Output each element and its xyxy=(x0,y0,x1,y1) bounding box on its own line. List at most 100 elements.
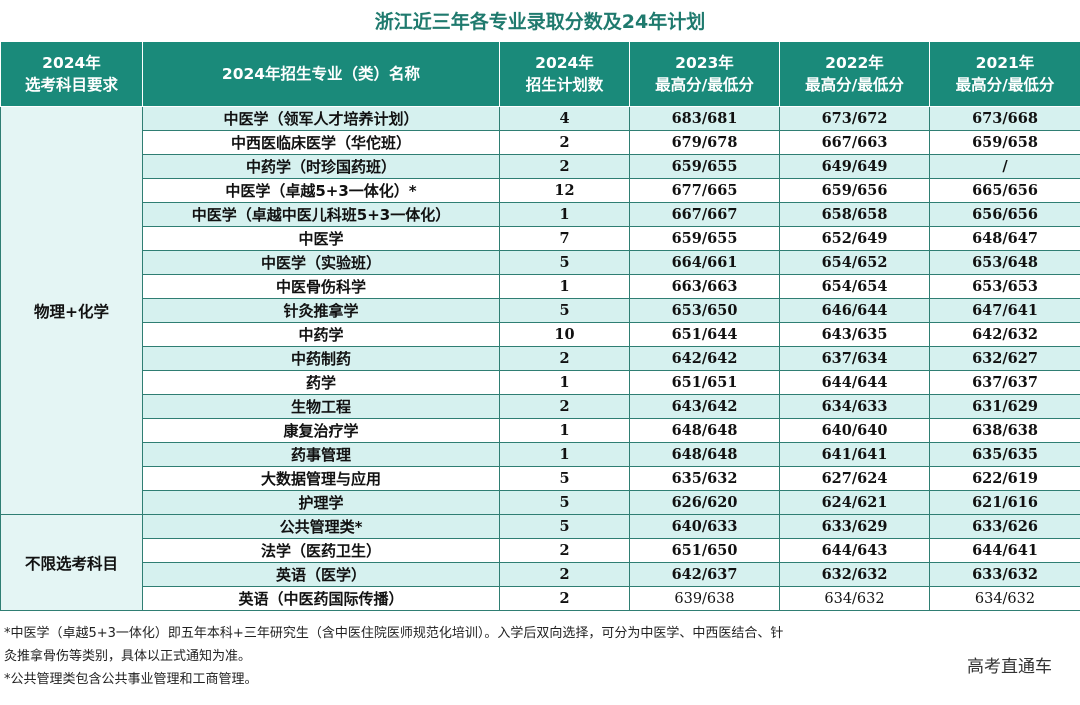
plan-count-cell: 5 xyxy=(499,298,630,323)
plan-count-cell: 2 xyxy=(499,538,630,563)
plan-count-cell: 2 xyxy=(499,394,630,419)
score-cell-2022: 643/635 xyxy=(779,322,930,347)
score-cell-2021: 656/656 xyxy=(929,202,1080,227)
plan-count-cell: 2 xyxy=(499,562,630,587)
table-row: 英语（医学） 2 642/637 632/632 633/632 xyxy=(1,562,1080,587)
plan-count-cell: 1 xyxy=(499,418,630,443)
score-cell-2021: 659/658 xyxy=(929,130,1080,155)
score-cell-2023: 639/638 xyxy=(629,586,780,611)
major-name-cell: 针灸推拿学 xyxy=(142,298,500,323)
score-cell-2023: 677/665 xyxy=(629,178,780,203)
footnote-line: *公共管理类包含公共事业管理和工商管理。 xyxy=(4,672,258,687)
score-cell-2023: 648/648 xyxy=(629,418,780,443)
score-cell-2022: 624/621 xyxy=(779,490,930,515)
watermark-text: 高考直通车 xyxy=(967,657,1052,677)
plan-count-cell: 10 xyxy=(499,322,630,347)
major-name-cell: 中医骨伤科学 xyxy=(142,274,500,299)
score-cell-2022: 652/649 xyxy=(779,226,930,251)
table-row: 英语（中医药国际传播） 2 639/638 634/632 634/632 xyxy=(1,586,1080,611)
table-row: 中药学 10 651/644 643/635 642/632 xyxy=(1,322,1080,347)
major-name-cell: 公共管理类* xyxy=(142,514,500,539)
major-name-cell: 法学（医药卫生） xyxy=(142,538,500,563)
score-cell-2022: 659/656 xyxy=(779,178,930,203)
plan-count-cell: 4 xyxy=(499,106,630,131)
plan-count-cell: 5 xyxy=(499,514,630,539)
admission-score-table: 2024年 选考科目要求 2024年招生专业（类）名称 2024年 招生计划数 … xyxy=(0,41,1080,611)
score-cell-2021: 648/647 xyxy=(929,226,1080,251)
table-row: 护理学 5 626/620 624/621 621/616 xyxy=(1,490,1080,515)
table-body: 物理+化学 中医学（领军人才培养计划） 4 683/681 673/672 673/668… xyxy=(0,106,1080,611)
score-cell-2021: 635/635 xyxy=(929,442,1080,467)
table-row: 物理+化学 中医学（领军人才培养计划） 4 683/681 673/672 673/668 xyxy=(0,106,1080,515)
score-cell-2022: 649/649 xyxy=(779,154,930,179)
header-plan-count: 2024年 招生计划数 xyxy=(499,41,630,107)
footnotes: *中医学（卓越5+3一体化）即五年本科+三年研究生（含中医住院医师规范化培训）。… xyxy=(4,622,1074,691)
score-cell-2022: 627/624 xyxy=(779,466,930,491)
major-name-cell: 中医学 xyxy=(142,226,500,251)
table-header-row: 2024年 选考科目要求 2024年招生专业（类）名称 2024年 招生计划数 … xyxy=(0,41,1080,107)
major-name-cell: 中药制药 xyxy=(142,346,500,371)
score-cell-2021: 647/641 xyxy=(929,298,1080,323)
plan-count-cell: 2 xyxy=(499,586,630,611)
table-row: 大数据管理与应用 5 635/632 627/624 622/619 xyxy=(1,466,1080,491)
score-cell-2023: 651/644 xyxy=(629,322,780,347)
score-cell-2023: 642/642 xyxy=(629,346,780,371)
table-row: 中医学（卓越5+3一体化）* 12 677/665 659/656 665/656 xyxy=(1,178,1080,203)
score-cell-2021: 642/632 xyxy=(929,322,1080,347)
score-cell-2021: 634/632 xyxy=(929,586,1080,611)
plan-count-cell: 12 xyxy=(499,178,630,203)
header-2023-scores: 2023年 最高分/最低分 xyxy=(629,41,780,107)
major-name-cell: 大数据管理与应用 xyxy=(142,466,500,491)
score-cell-2021: 665/656 xyxy=(929,178,1080,203)
score-cell-2023: 667/667 xyxy=(629,202,780,227)
score-cell-2021: 644/641 xyxy=(929,538,1080,563)
score-cell-2021: 638/638 xyxy=(929,418,1080,443)
table-row: 中医学（卓越中医儿科班5+3一体化） 1 667/667 658/658 656/656 xyxy=(1,202,1080,227)
score-cell-2023: 683/681 xyxy=(629,106,780,131)
footnote-line: 灸推拿骨伤等类别，具体以正式通知为准。 xyxy=(4,649,252,664)
table-row: 药学 1 651/651 644/644 637/637 xyxy=(1,370,1080,395)
score-cell-2022: 673/672 xyxy=(779,106,930,131)
table-row: 中医学（实验班） 5 664/661 654/652 653/648 xyxy=(1,250,1080,275)
score-cell-2022: 644/643 xyxy=(779,538,930,563)
score-cell-2022: 637/634 xyxy=(779,346,930,371)
score-cell-2023: 643/642 xyxy=(629,394,780,419)
major-name-cell: 英语（中医药国际传播） xyxy=(142,586,500,611)
table-row: 中医学 7 659/655 652/649 648/647 xyxy=(1,226,1080,251)
score-cell-2023: 642/637 xyxy=(629,562,780,587)
score-cell-2021: 637/637 xyxy=(929,370,1080,395)
score-cell-2022: 634/632 xyxy=(779,586,930,611)
plan-count-cell: 2 xyxy=(499,130,630,155)
score-cell-2022: 646/644 xyxy=(779,298,930,323)
major-name-cell: 中医学（卓越5+3一体化）* xyxy=(142,178,500,203)
plan-count-cell: 1 xyxy=(499,442,630,467)
score-cell-2023: 653/650 xyxy=(629,298,780,323)
plan-count-cell: 5 xyxy=(499,490,630,515)
major-name-cell: 中医学（卓越中医儿科班5+3一体化） xyxy=(142,202,500,227)
score-cell-2022: 634/633 xyxy=(779,394,930,419)
score-cell-2021: 621/616 xyxy=(929,490,1080,515)
subject-requirement-cell: 不限选考科目 xyxy=(0,514,143,611)
plan-count-cell: 2 xyxy=(499,154,630,179)
table-row: 不限选考科目 公共管理类* 5 640/633 633/629 633/626 xyxy=(0,514,1080,611)
score-cell-2022: 641/641 xyxy=(779,442,930,467)
subject-requirement-cell: 物理+化学 xyxy=(0,106,143,515)
score-cell-2022: 632/632 xyxy=(779,562,930,587)
score-cell-2022: 667/663 xyxy=(779,130,930,155)
header-2021-scores: 2021年 最高分/最低分 xyxy=(929,41,1080,107)
score-cell-2021: 633/632 xyxy=(929,562,1080,587)
plan-count-cell: 5 xyxy=(499,250,630,275)
score-cell-2023: 664/661 xyxy=(629,250,780,275)
table-row: 生物工程 2 643/642 634/633 631/629 xyxy=(1,394,1080,419)
header-subject-requirement: 2024年 选考科目要求 xyxy=(0,41,143,107)
table-row: 针灸推拿学 5 653/650 646/644 647/641 xyxy=(1,298,1080,323)
score-cell-2021: 632/627 xyxy=(929,346,1080,371)
major-name-cell: 中药学 xyxy=(142,322,500,347)
score-cell-2022: 640/640 xyxy=(779,418,930,443)
major-name-cell: 生物工程 xyxy=(142,394,500,419)
score-cell-2023: 648/648 xyxy=(629,442,780,467)
major-name-cell: 中西医临床医学（华佗班） xyxy=(142,130,500,155)
score-cell-2021: 622/619 xyxy=(929,466,1080,491)
footnote-line: *中医学（卓越5+3一体化）即五年本科+三年研究生（含中医住院医师规范化培训）。… xyxy=(4,626,784,641)
score-cell-2021: 631/629 xyxy=(929,394,1080,419)
